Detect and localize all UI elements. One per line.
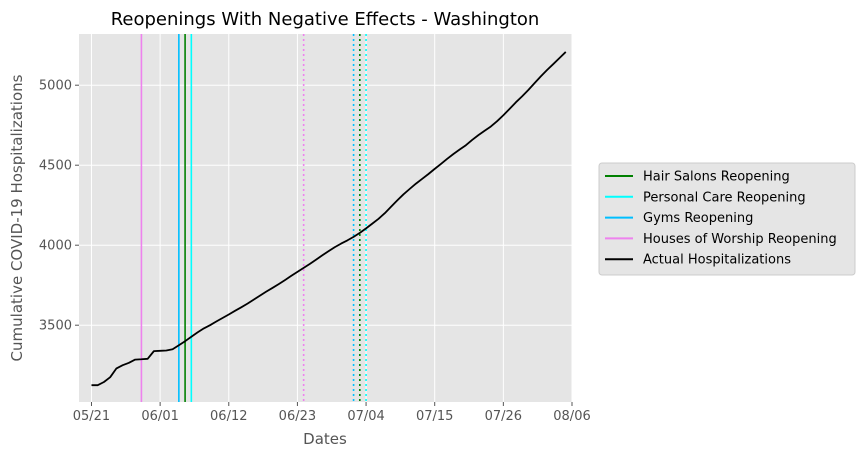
legend-label: Personal Care Reopening [643,190,806,205]
x-tick-label: 06/23 [279,409,316,424]
y-tick-label: 5000 [39,79,72,94]
y-tick-label: 4000 [39,239,72,254]
legend: Hair Salons Reopening Personal Care Reope… [598,162,856,276]
actual-hospitalizations-line [91,51,567,387]
grid-lines [79,34,573,402]
legend-label: Hair Salons Reopening [643,170,790,185]
x-tick-label: 07/26 [485,409,522,424]
x-tick-label: 08/06 [553,409,590,424]
axis-ticks: 05/21 06/01 06/12 06/23 07/04 07/15 07/26 08/06… [39,79,591,424]
chart-title: Reopenings With Negative Effects - Washi… [111,9,540,30]
x-tick-label: 05/21 [73,409,110,424]
x-tick-label: 07/15 [416,409,453,424]
legend-box [598,162,856,276]
y-tick-label: 3500 [39,319,72,334]
x-tick-label: 06/01 [141,409,178,424]
legend-label: Houses of Worship Reopening [643,232,837,247]
legend-label: Actual Hospitalizations [643,253,791,268]
x-tick-label: 07/04 [347,409,384,424]
plot-background [79,34,572,402]
x-axis-title: Dates [303,430,347,448]
y-tick-label: 4500 [39,159,72,174]
y-axis-title: Cumulative COVID-19 Hospitalizations [8,74,26,361]
series-group [91,51,567,387]
legend-label: Gyms Reopening [643,211,753,226]
x-tick-label: 06/12 [210,409,247,424]
